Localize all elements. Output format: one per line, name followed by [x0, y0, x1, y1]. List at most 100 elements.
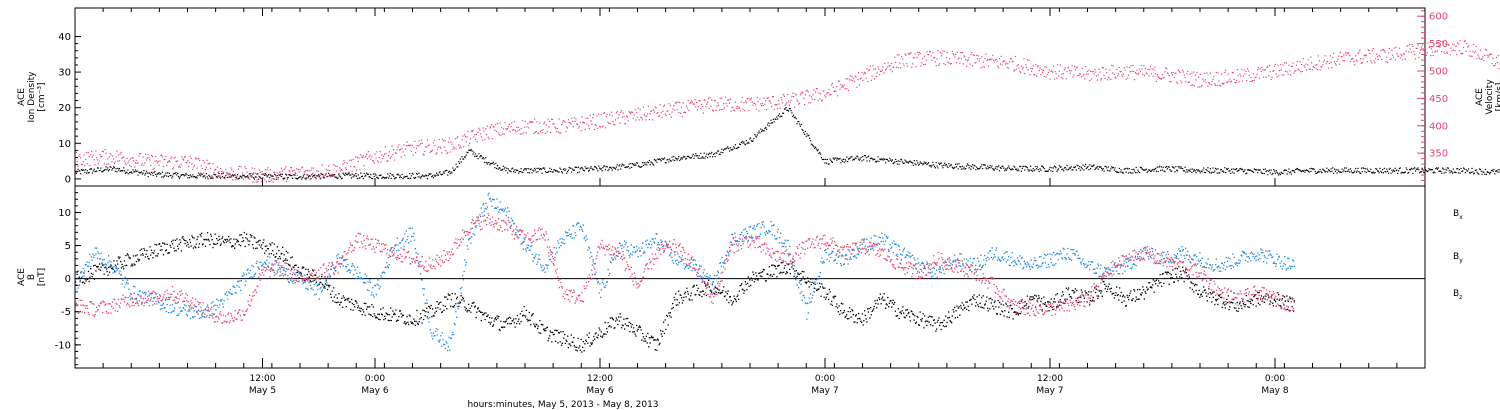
data-point [226, 176, 229, 178]
data-point [1340, 171, 1342, 173]
data-point [248, 177, 250, 179]
data-point [172, 175, 174, 177]
data-point [615, 119, 617, 121]
data-point [706, 284, 708, 286]
data-point [325, 279, 327, 281]
data-point [1066, 165, 1068, 167]
data-point [705, 294, 707, 297]
data-point [467, 309, 469, 311]
data-point [507, 168, 509, 170]
data-point [292, 174, 294, 176]
data-point [539, 320, 541, 322]
data-point [517, 320, 519, 322]
data-point [561, 124, 563, 126]
data-point [965, 301, 967, 303]
data-point [673, 105, 675, 107]
data-point [80, 163, 83, 165]
data-point [393, 178, 396, 180]
data-point [327, 288, 329, 291]
data-point [740, 141, 742, 144]
data-point [106, 169, 108, 171]
data-point [796, 99, 798, 101]
data-point [921, 62, 923, 64]
data-point [793, 117, 796, 119]
data-point [816, 88, 818, 90]
data-point [155, 173, 157, 175]
data-point [966, 163, 968, 165]
data-point [805, 282, 807, 284]
data-point [948, 316, 950, 319]
data-point [156, 173, 158, 175]
data-point [839, 158, 841, 160]
data-point [835, 305, 837, 308]
data-point [866, 321, 868, 323]
data-point [928, 321, 930, 323]
data-point [969, 299, 971, 302]
data-point [1468, 55, 1471, 57]
top-series-1 [75, 40, 1500, 183]
data-point [991, 299, 993, 301]
data-point [235, 176, 237, 178]
data-point [943, 63, 945, 65]
data-point [247, 240, 249, 242]
data-point [416, 173, 418, 175]
data-point [1034, 294, 1036, 296]
data-point [126, 157, 128, 159]
data-point [1269, 172, 1271, 174]
data-point [553, 333, 555, 336]
data-point [755, 272, 757, 274]
data-point [987, 65, 990, 67]
data-point [986, 296, 988, 298]
data-point [604, 165, 606, 167]
data-point [1031, 169, 1033, 171]
data-point [591, 167, 593, 170]
data-point [847, 161, 849, 163]
data-point [1247, 70, 1249, 72]
data-point [1045, 305, 1047, 307]
data-point [892, 66, 894, 68]
data-point [1027, 169, 1029, 171]
data-point [471, 305, 473, 307]
data-point [1228, 170, 1230, 172]
data-point [754, 278, 756, 280]
data-point [1046, 305, 1048, 307]
data-point [972, 297, 974, 299]
data-point [515, 131, 517, 133]
data-point [946, 165, 948, 167]
data-point [860, 77, 862, 79]
data-point [1338, 63, 1341, 65]
data-point [466, 151, 468, 153]
data-point [564, 169, 566, 172]
data-point [1079, 73, 1081, 75]
data-point [776, 104, 778, 106]
data-point [895, 315, 897, 317]
data-point [847, 90, 850, 92]
data-point [213, 243, 216, 245]
data-point [555, 130, 558, 133]
data-point [563, 337, 565, 339]
data-point [600, 168, 602, 170]
data-point [739, 110, 742, 112]
data-point [1187, 169, 1190, 171]
data-point [858, 317, 860, 319]
data-point [1450, 47, 1452, 49]
data-point [713, 153, 715, 155]
data-point [921, 162, 923, 164]
data-point [729, 98, 731, 100]
data-point [345, 298, 347, 301]
data-point [1389, 167, 1391, 169]
data-point [600, 114, 602, 116]
data-point [112, 268, 114, 270]
data-point [950, 62, 952, 65]
data-point [1387, 172, 1390, 174]
data-point [549, 120, 551, 122]
data-point [582, 121, 585, 124]
data-point [153, 252, 155, 254]
data-point [939, 63, 941, 65]
data-point [883, 72, 885, 74]
data-point [544, 121, 546, 123]
data-point [361, 156, 364, 158]
data-point [746, 289, 748, 291]
data-point [879, 159, 882, 161]
data-point [1126, 167, 1128, 169]
